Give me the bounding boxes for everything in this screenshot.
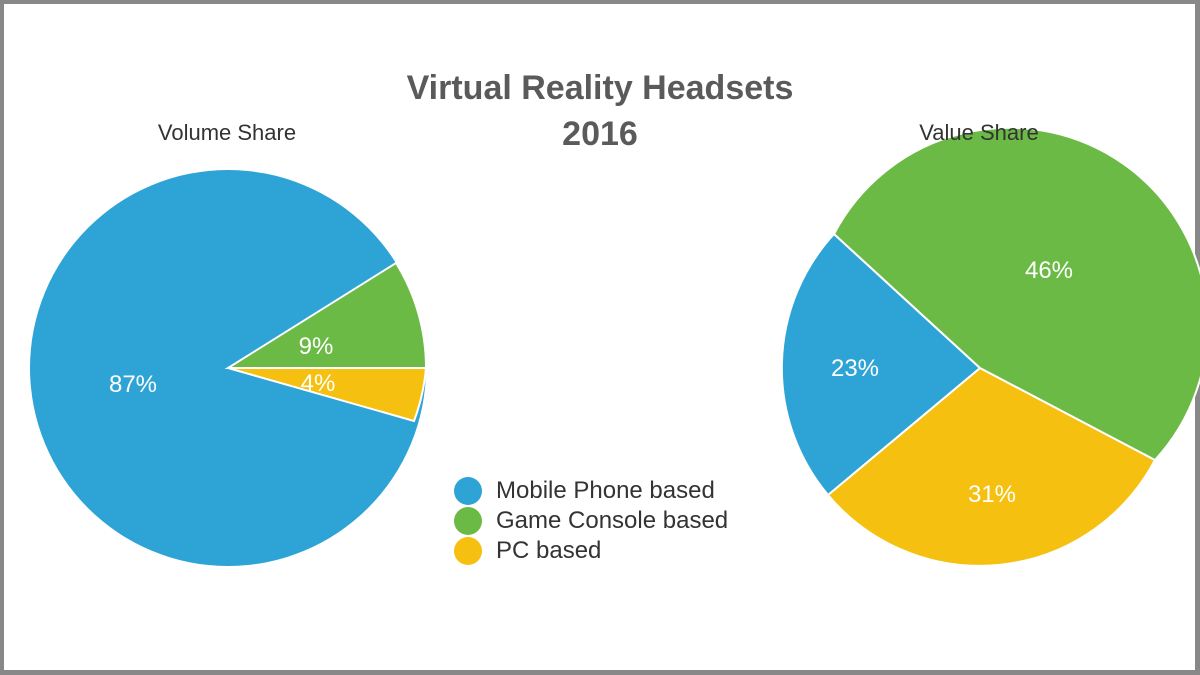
legend: Mobile Phone based Game Console based PC… bbox=[454, 476, 728, 566]
label-pc: 31% bbox=[968, 481, 1016, 508]
legend-item-pc: PC based bbox=[454, 536, 728, 566]
chart-title: Virtual Reality Headsets bbox=[406, 69, 794, 107]
legend-label: Mobile Phone based bbox=[496, 477, 715, 504]
label-pc: 4% bbox=[301, 370, 336, 397]
legend-label: Game Console based bbox=[496, 507, 729, 534]
value-share-title: Value Share bbox=[919, 120, 1039, 145]
legend-item-console: Game Console based bbox=[454, 506, 728, 536]
chart-subtitle-year: 2016 bbox=[562, 115, 638, 153]
label-console: 9% bbox=[299, 333, 334, 360]
legend-swatch-icon bbox=[454, 507, 482, 535]
volume-share-pie: 87% 9% 4% bbox=[30, 170, 428, 566]
label-mobile: 23% bbox=[831, 355, 879, 382]
volume-share-title: Volume Share bbox=[157, 120, 297, 145]
slice-mobile bbox=[780, 232, 982, 497]
legend-item-mobile: Mobile Phone based bbox=[454, 476, 728, 506]
value-share-pie: 23% 46% 31% bbox=[780, 126, 1200, 567]
slice-console bbox=[832, 126, 1200, 462]
legend-swatch-icon bbox=[454, 477, 482, 505]
legend-swatch-icon bbox=[454, 537, 482, 565]
label-mobile: 87% bbox=[109, 371, 157, 398]
label-console: 46% bbox=[1025, 257, 1073, 284]
slice-pc bbox=[227, 367, 428, 423]
slice-console bbox=[224, 261, 428, 369]
legend-label: PC based bbox=[496, 537, 602, 564]
